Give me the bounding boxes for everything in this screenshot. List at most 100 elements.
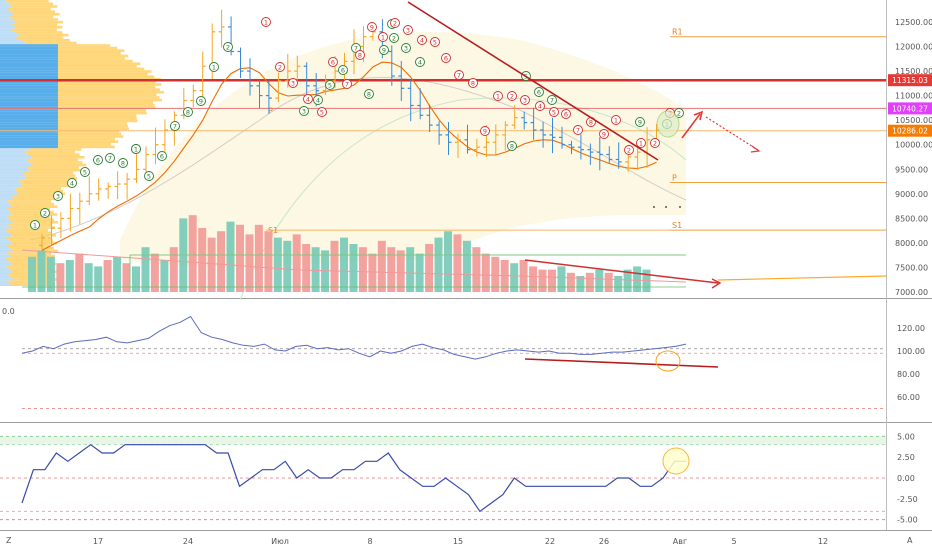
- td-green-marker: 7: [351, 43, 361, 53]
- td-red-label: 1: [264, 19, 268, 27]
- profile-bar-left: [0, 215, 8, 219]
- dot-marker: [653, 206, 655, 208]
- profile-bar-left: [0, 254, 11, 258]
- td-green-circle: [313, 95, 323, 105]
- profile-bar-right: [58, 67, 145, 71]
- time-tick-label: 26: [599, 537, 609, 546]
- osc2-highlight: [662, 447, 690, 475]
- profile-bar-right: [9, 239, 54, 242]
- profile-bar-left: [0, 114, 58, 117]
- volume-bar: [94, 266, 103, 292]
- profile-bar-left: [0, 208, 7, 211]
- td-red-label: 4: [538, 103, 542, 111]
- price-tick-label: 8500.00: [895, 214, 928, 223]
- td-green-label: 1: [134, 146, 138, 154]
- profile-bar-left: [0, 171, 24, 175]
- td-green-marker: 8: [507, 141, 517, 151]
- profile-bar-left: [0, 72, 58, 76]
- td-green-marker: 4: [313, 95, 323, 105]
- profile-bar-right: [9, 2, 54, 6]
- td-red-label: 2: [393, 20, 397, 28]
- profile-bar-right: [58, 49, 125, 52]
- profile-bar-right: [7, 223, 51, 227]
- profile-bar-right: [11, 241, 57, 245]
- profile-bar-right: [58, 106, 156, 110]
- profile-bar-left: [0, 85, 58, 89]
- osc2-tick-label: 5.00: [897, 432, 915, 441]
- profile-bar-right: [58, 140, 119, 143]
- td-green-label: 2: [43, 210, 47, 218]
- channel-cloud: [120, 31, 686, 267]
- td-green-marker: 5: [325, 80, 335, 90]
- profile-bar-right: [10, 254, 55, 258]
- volume-bar: [169, 247, 178, 292]
- td-red-label: 5: [433, 39, 437, 47]
- profile-bar-left: [0, 156, 32, 159]
- profile-bar-left: [0, 195, 12, 198]
- profile-bar-left: [0, 36, 17, 39]
- profile-bar-left: [0, 270, 12, 273]
- td-red-circle: [275, 62, 285, 72]
- profile-bar-left: [0, 262, 12, 266]
- td-green-marker: 5: [144, 171, 154, 181]
- profile-bar-left: [0, 41, 26, 45]
- profile-bar-left: [0, 137, 58, 141]
- profile-bar-right: [20, 39, 70, 42]
- dot-marker: [665, 206, 667, 208]
- td-red-marker: 4: [303, 94, 313, 104]
- volume-bar: [198, 228, 207, 292]
- td-red-label: 6: [444, 55, 448, 63]
- price-axis[interactable]: [886, 0, 932, 550]
- profile-bar-left: [0, 184, 22, 188]
- profile-bar-right: [58, 130, 120, 133]
- profile-bar-left: [0, 249, 13, 253]
- profile-bar-left: [0, 223, 8, 227]
- volume-bar: [529, 266, 538, 292]
- volume-bar: [595, 269, 604, 292]
- td-green-marker: 5: [80, 167, 90, 177]
- td-green-circle: [118, 158, 128, 168]
- profile-bar-left: [0, 33, 20, 37]
- td-green-circle: [131, 144, 141, 154]
- profile-bar-left: [0, 143, 58, 146]
- td-green-circle: [299, 106, 309, 116]
- price-tick-label: 7500.00: [895, 264, 928, 273]
- volume-bar: [160, 260, 169, 292]
- td-red-circle: [454, 70, 464, 80]
- td-red-label: 1: [496, 93, 500, 101]
- profile-bar-right: [58, 124, 128, 128]
- profile-bar-left: [0, 169, 30, 172]
- price-tick-label: 7000.00: [895, 288, 928, 297]
- td-green-circle: [53, 191, 63, 201]
- td-green-label: 9: [638, 119, 642, 127]
- price-label-text: 11315.03: [892, 76, 928, 85]
- volume-bar: [396, 250, 405, 292]
- td-green-label: 2: [677, 110, 681, 118]
- td-green-circle: [507, 141, 517, 151]
- profile-bar-left: [0, 31, 16, 34]
- price-label-box: [888, 102, 932, 115]
- td-red-marker: 4: [417, 35, 427, 45]
- volume-bar: [614, 276, 623, 292]
- td-green-marker: 8: [364, 89, 374, 99]
- profile-bar-left: [0, 252, 8, 255]
- profile-bar-right: [11, 195, 57, 198]
- profile-bar-right: [58, 96, 160, 99]
- td-green-label: 7: [108, 155, 112, 163]
- time-tick-label: 22: [545, 537, 555, 546]
- profile-bar-left: [0, 189, 17, 193]
- profile-bar-left: [0, 174, 25, 177]
- profile-bar-right: [23, 171, 74, 175]
- volume-bar: [462, 240, 471, 292]
- td-red-marker: 6: [441, 53, 451, 63]
- td-red-circle: [599, 129, 609, 139]
- td-red-circle: [636, 138, 646, 148]
- left-axis-label: 0.0: [2, 307, 15, 316]
- td-red-marker: 3: [403, 25, 413, 35]
- profile-bar-left: [0, 62, 58, 65]
- td-red-label: 8: [589, 119, 593, 127]
- td-red-circle: [378, 32, 388, 42]
- td-red-label: 5: [320, 109, 324, 117]
